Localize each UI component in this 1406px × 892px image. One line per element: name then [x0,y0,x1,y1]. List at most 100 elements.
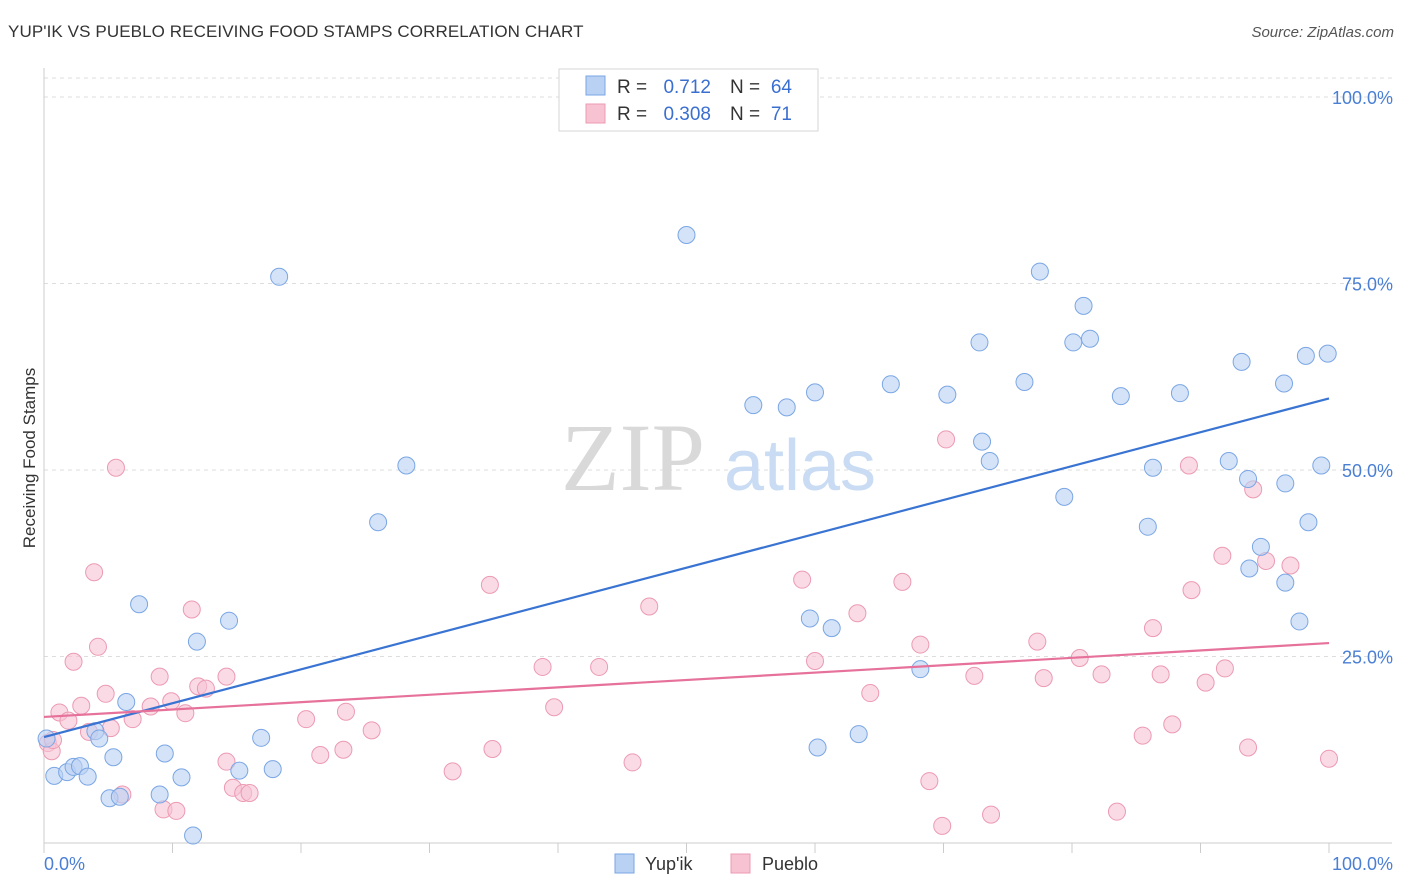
legend-n-label-yupik: N = [730,77,760,98]
yupik-point-52 [1240,559,1259,578]
pueblo-trend-line [43,641,1330,719]
yupik-point-50 [1232,352,1251,371]
pueblo-point-12 [106,458,125,477]
legend-n-value-pueblo: 71 [771,104,792,125]
pueblo-point-51 [965,666,984,685]
pueblo-point-46 [893,572,912,591]
pueblo-point-24 [217,667,236,686]
pueblo-point-67 [1239,738,1258,757]
yupik-point-19 [230,761,249,780]
yupik-point-49 [1219,452,1238,471]
bottom-legend-label-yupik: Yup'ik [645,854,693,874]
yupik-point-41 [1055,487,1074,506]
pueblo-point-35 [480,575,499,594]
pueblo-point-28 [240,784,259,803]
pueblo-point-16 [150,667,169,686]
yupik-point-39 [1015,372,1034,391]
yupik-point-59 [1299,513,1318,532]
yupik-point-47 [1143,458,1162,477]
yupik-point-55 [1276,474,1295,493]
yupik-point-9 [104,748,123,767]
yupik-point-46 [1138,517,1157,536]
yupik-point-22 [270,267,289,286]
axes [43,68,1392,853]
pueblo-point-62 [1179,456,1198,475]
yupik-point-51 [1239,469,1258,488]
yupik-points [37,226,1337,845]
yupik-point-32 [849,725,868,744]
y-axis-title: Receiving Food Stamps [20,368,39,548]
pueblo-point-10 [96,684,115,703]
yupik-point-0 [37,729,56,748]
legend-swatch-pueblo [585,103,606,124]
source-label: Source: ZipAtlas.com [1251,24,1394,41]
grid-lines [44,77,1392,657]
pueblo-point-54 [1034,669,1053,688]
pueblo-point-58 [1133,726,1152,745]
legend-swatch-yupik [585,75,606,96]
legend-n-value-yupik: 64 [771,77,793,98]
pueblo-point-33 [362,721,381,740]
yupik-trend-line [43,397,1330,739]
series-legend: Yup'ik Pueblo [614,853,818,874]
legend-r-label-yupik: R = [617,77,647,98]
yupik-point-38 [980,452,999,471]
yupik-point-16 [184,826,203,845]
yupik-point-56 [1276,573,1295,592]
pueblo-point-61 [1163,715,1182,734]
bottom-legend-swatch-pueblo [730,853,751,874]
pueblo-point-65 [1213,546,1232,565]
yupik-point-18 [220,611,239,630]
pueblo-point-56 [1092,665,1111,684]
y-tick-label-0: 25.0% [1342,648,1393,668]
trend-lines [43,397,1330,739]
yupik-point-25 [677,226,696,245]
yupik-point-24 [397,456,416,475]
yupik-point-23 [369,513,388,532]
pueblo-point-8 [85,563,104,582]
yupik-point-44 [1080,329,1099,348]
x-tick-label-max: 100.0% [1332,854,1393,874]
yupik-point-10 [110,787,129,806]
pueblo-point-50 [937,430,956,449]
pueblo-point-32 [336,702,355,721]
pueblo-point-48 [920,772,939,791]
yupik-point-37 [973,432,992,451]
legend-r-value-yupik: 0.712 [663,77,711,98]
pueblo-point-59 [1143,619,1162,638]
yupik-point-13 [150,785,169,804]
pueblo-point-37 [533,657,552,676]
y-tick-label-3: 100.0% [1332,88,1393,108]
yupik-point-31 [822,619,841,638]
pueblo-point-25 [217,752,236,771]
watermark-atlas: atlas [724,426,876,506]
yupik-point-15 [172,768,191,787]
yupik-point-5 [78,767,97,786]
yupik-point-54 [1275,374,1294,393]
yupik-point-27 [777,398,796,417]
yupik-point-34 [911,660,930,679]
yupik-point-58 [1296,346,1315,365]
pueblo-point-47 [911,635,930,654]
pueblo-point-70 [1281,556,1300,575]
pueblo-point-6 [72,696,91,715]
yupik-point-17 [187,632,206,651]
stats-legend: R = 0.712 N = 64 R = 0.308 N = 71 [558,68,819,132]
yupik-point-53 [1251,537,1270,556]
yupik-point-26 [744,396,763,415]
y-tick-label-2: 75.0% [1342,275,1393,295]
pueblo-point-40 [623,753,642,772]
pueblo-point-45 [861,684,880,703]
pueblo-point-60 [1151,665,1170,684]
legend-n-label-pueblo: N = [730,104,760,125]
pueblo-point-30 [311,745,330,764]
yupik-point-61 [1318,344,1337,363]
pueblo-point-66 [1215,659,1234,678]
pueblo-point-39 [590,657,609,676]
chart-title: YUP'IK VS PUEBLO RECEIVING FOOD STAMPS C… [8,22,584,41]
pueblo-point-21 [182,600,201,619]
yupik-point-28 [800,609,819,628]
legend-r-label-pueblo: R = [617,104,647,125]
yupik-point-33 [881,375,900,394]
